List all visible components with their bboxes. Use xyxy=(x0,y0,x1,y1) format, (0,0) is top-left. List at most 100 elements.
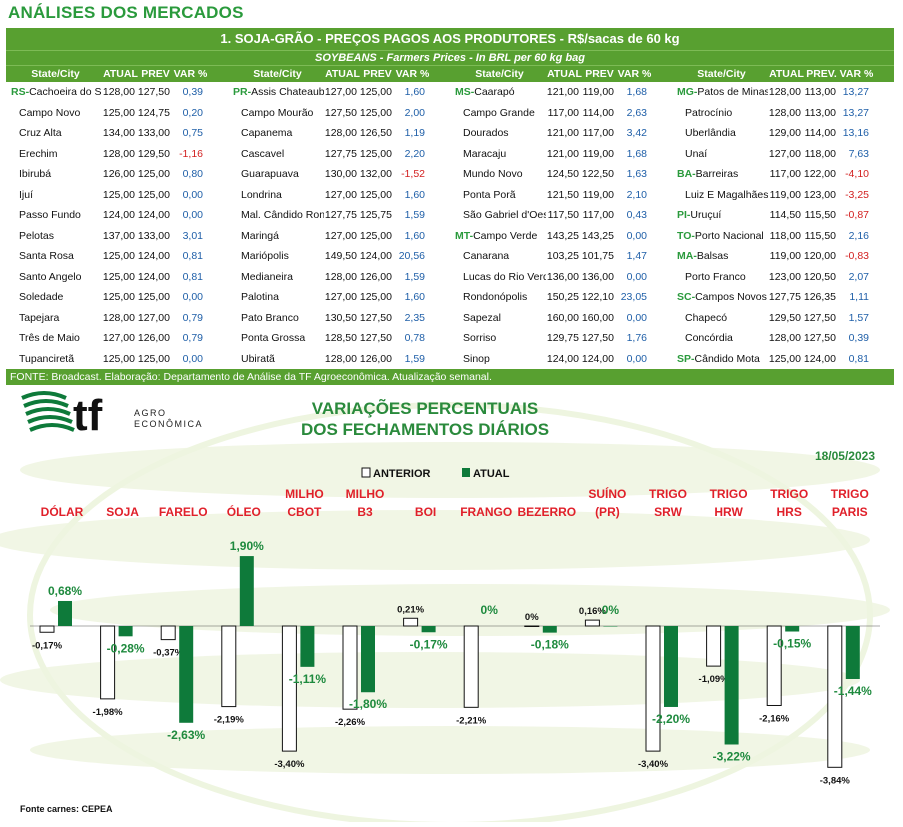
table-body: RS-Cachoeira do Sul 128,00 127,50 0,39 Campo… xyxy=(6,82,894,369)
price-current: 128,00 xyxy=(324,127,357,140)
category-label: HRW xyxy=(714,505,743,519)
city-name: Campo Verde xyxy=(473,229,538,242)
city-name: Balsas xyxy=(696,250,729,263)
price-previous: 125,00 xyxy=(359,147,392,160)
table-row: Ponta Grossa 128,50 127,50 0,78 xyxy=(229,328,450,349)
price-previous: 160,00 xyxy=(581,311,614,324)
city-name: Dourados xyxy=(463,127,509,140)
bar-atual xyxy=(300,626,315,667)
table-source: FONTE: Broadcast. Elaboração: Departamen… xyxy=(6,369,894,385)
price-current: 128,50 xyxy=(324,332,357,345)
price-previous: 124,00 xyxy=(137,250,170,263)
price-variation: 7,63 xyxy=(848,147,869,160)
data-label-anterior: 0,16% xyxy=(579,606,606,617)
price-current: 125,00 xyxy=(102,270,135,283)
price-variation: 1,59 xyxy=(404,270,425,283)
state-code: SP- xyxy=(677,352,695,365)
price-variation: 1,60 xyxy=(404,229,425,242)
city-name: Mundo Novo xyxy=(463,168,523,181)
price-previous: 120,00 xyxy=(803,250,836,263)
price-variation: 3,01 xyxy=(182,229,203,242)
city-cell: Canarana xyxy=(451,250,546,262)
bar-anterior xyxy=(645,625,661,752)
city-name: São Gabriel d'Oeste xyxy=(463,209,546,222)
city-name: Assis Chateaubriand xyxy=(251,86,324,99)
table-row: PI-Uruçuí 114,50 115,50 -0,87 xyxy=(673,205,894,226)
price-current: 130,50 xyxy=(324,311,357,324)
table-row: Maringá 127,00 125,00 1,60 xyxy=(229,226,450,247)
bar-anterior xyxy=(766,625,782,706)
city-name: Pelotas xyxy=(19,229,55,242)
city-cell: Chapecó xyxy=(673,312,768,324)
column-header: State/City xyxy=(475,68,524,80)
data-label-atual: -0,15% xyxy=(773,637,811,651)
price-current: 130,00 xyxy=(324,168,357,181)
price-current: 114,50 xyxy=(769,209,801,222)
bar-atual xyxy=(421,626,436,633)
city-name: Santo Angelo xyxy=(19,270,82,283)
city-cell: Sinop xyxy=(451,353,546,365)
price-current: 127,75 xyxy=(324,209,357,222)
city-name: Mal. Cândido Rondon xyxy=(241,209,324,222)
price-previous: 117,00 xyxy=(582,127,614,140)
bar-anterior xyxy=(160,625,176,641)
city-cell: Pelotas xyxy=(7,230,102,242)
price-variation: 13,16 xyxy=(842,127,869,140)
city-name: Concórdia xyxy=(685,332,733,345)
city-name: Porto Franco xyxy=(685,270,746,283)
legend-swatch-atual xyxy=(462,468,470,477)
price-variation: 1,60 xyxy=(404,86,425,99)
column-header: PREV xyxy=(363,68,392,80)
data-label-atual: 0,68% xyxy=(48,584,82,598)
price-previous: 124,00 xyxy=(803,352,836,365)
price-variation: 1,59 xyxy=(404,352,425,365)
table-row: Campo Grande 117,00 114,00 2,63 xyxy=(451,103,672,124)
price-previous: 127,50 xyxy=(137,86,170,99)
table-row: MS-Caarapó 121,00 119,00 1,68 xyxy=(451,82,672,103)
bar-atual xyxy=(785,626,800,632)
data-label-anterior: -3,40% xyxy=(638,759,669,770)
bar-atual xyxy=(361,626,375,693)
price-current: 117,00 xyxy=(547,106,579,119)
table-row: Maracaju 121,00 119,00 1,68 xyxy=(451,144,672,165)
city-cell: Maracaju xyxy=(451,148,546,160)
city-cell: Erechim xyxy=(7,148,102,160)
city-name: Cândido Mota xyxy=(694,352,760,365)
price-previous: 136,00 xyxy=(581,270,614,283)
price-variation: 0,81 xyxy=(182,250,203,263)
city-cell: Ponta Porã xyxy=(451,189,546,201)
price-current: 125,00 xyxy=(102,106,135,119)
price-variation: 2,10 xyxy=(626,188,647,201)
table-row: Cruz Alta 134,00 133,00 0,75 xyxy=(7,123,228,144)
city-cell: TO-Porto Nacional xyxy=(673,230,768,242)
price-previous: 125,00 xyxy=(137,352,170,365)
price-current: 125,00 xyxy=(102,291,135,304)
city-cell: Rondonópolis xyxy=(451,291,546,303)
table-row: Santo Angelo 125,00 124,00 0,81 xyxy=(7,267,228,288)
price-previous: 125,00 xyxy=(359,86,392,99)
column-header: VAR % xyxy=(839,68,874,80)
price-previous: 124,75 xyxy=(137,106,170,119)
city-cell: Guarapuava xyxy=(229,168,324,180)
table-row: Capanema 128,00 126,50 1,19 xyxy=(229,123,450,144)
price-current: 128,00 xyxy=(768,106,801,119)
price-variation: -0,83 xyxy=(845,250,869,263)
price-previous: 125,00 xyxy=(359,229,392,242)
state-code: MT- xyxy=(455,229,474,242)
price-current: 127,00 xyxy=(324,229,357,242)
price-previous: 126,00 xyxy=(359,270,392,283)
price-variation: 13,27 xyxy=(842,86,869,99)
price-current: 128,00 xyxy=(102,311,135,324)
category-label: BEZERRO xyxy=(517,505,576,519)
table-column-group: MG-Patos de Minas 128,00 113,00 13,27 Patroc… xyxy=(672,82,894,369)
data-label-anterior: -2,16% xyxy=(759,713,790,724)
table-row: MG-Patos de Minas 128,00 113,00 13,27 xyxy=(673,82,894,103)
data-label-atual: -2,20% xyxy=(652,712,690,726)
table-row: Ibirubá 126,00 125,00 0,80 xyxy=(7,164,228,185)
table-column-group: RS-Cachoeira do Sul 128,00 127,50 0,39 Campo… xyxy=(6,82,228,369)
column-header: ATUAL xyxy=(769,68,804,80)
price-current: 125,00 xyxy=(102,188,135,201)
category-label: DÓLAR xyxy=(41,504,84,519)
table-row: Campo Mourão 127,50 125,00 2,00 xyxy=(229,103,450,124)
